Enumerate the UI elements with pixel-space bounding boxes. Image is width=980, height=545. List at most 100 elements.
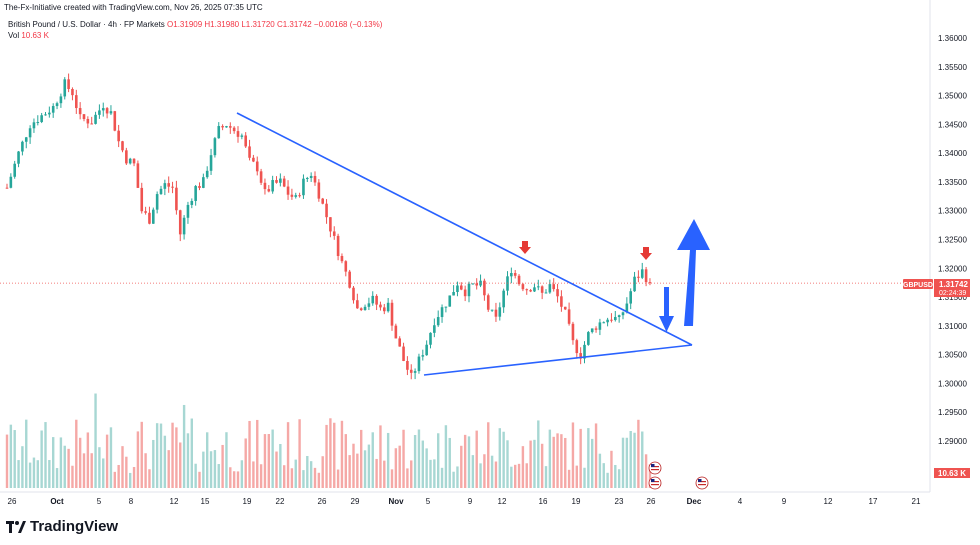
candle-body bbox=[75, 95, 78, 109]
candle-body bbox=[163, 183, 167, 189]
volume-bar bbox=[460, 445, 463, 488]
blue-arrow-down bbox=[659, 287, 674, 332]
volume-bar bbox=[514, 464, 517, 488]
candle-body bbox=[67, 79, 70, 90]
candle-body bbox=[302, 178, 305, 196]
candle-body bbox=[359, 308, 363, 311]
tradingview-logo[interactable]: TradingView bbox=[6, 518, 118, 535]
volume-bar bbox=[55, 468, 59, 488]
volume-bar bbox=[325, 424, 328, 488]
candle-body bbox=[59, 96, 63, 104]
volume-bar bbox=[336, 469, 340, 488]
volume-bar bbox=[271, 429, 274, 488]
price-tick-label: 1.33500 bbox=[938, 178, 967, 187]
price-tick-label: 1.30500 bbox=[938, 351, 967, 360]
volume-bar bbox=[379, 425, 382, 488]
event-flag-icon bbox=[648, 461, 662, 475]
volume-bar bbox=[483, 454, 486, 488]
candle-body bbox=[625, 303, 629, 313]
candle-body bbox=[571, 323, 575, 341]
candles bbox=[5, 73, 652, 380]
volume-bar bbox=[109, 427, 113, 488]
volume-bar bbox=[444, 425, 448, 488]
price-tick-label: 1.34500 bbox=[938, 120, 967, 129]
volume-bar bbox=[163, 435, 167, 488]
volume-bar bbox=[579, 428, 582, 488]
candle-body bbox=[436, 317, 440, 326]
candle-body bbox=[132, 158, 136, 164]
candle-body bbox=[32, 122, 36, 129]
volume-bar bbox=[633, 432, 636, 488]
volume-bar bbox=[48, 460, 51, 488]
candle-body bbox=[579, 353, 582, 359]
volume-bar bbox=[494, 461, 498, 488]
time-tick-label: 19 bbox=[243, 497, 252, 506]
candle-body bbox=[202, 177, 205, 188]
candle-body bbox=[36, 122, 40, 124]
candle-body bbox=[340, 255, 344, 262]
volume-bar bbox=[560, 434, 563, 488]
candle-body bbox=[537, 286, 540, 288]
tradingview-icon bbox=[6, 520, 26, 533]
volume-bar bbox=[333, 422, 336, 488]
volume-bar bbox=[648, 464, 652, 488]
candle-body bbox=[594, 328, 598, 330]
volume-bar bbox=[498, 428, 501, 488]
volume-bar bbox=[17, 460, 20, 488]
price-tick-label: 1.31500 bbox=[938, 293, 967, 302]
volume-bar bbox=[198, 471, 201, 488]
candle-body bbox=[460, 285, 463, 290]
volume-bar bbox=[225, 432, 228, 488]
volume-bar bbox=[344, 434, 347, 488]
volume-bar bbox=[144, 453, 147, 488]
volume-bar bbox=[171, 422, 174, 488]
volume-bar bbox=[32, 457, 36, 488]
volume-bar bbox=[537, 420, 540, 488]
candle-body bbox=[182, 217, 186, 235]
candle-body bbox=[175, 187, 178, 211]
time-tick-label: 9 bbox=[468, 497, 473, 506]
candle-body bbox=[402, 346, 405, 361]
candle-body bbox=[44, 114, 47, 116]
descending-trendline bbox=[236, 112, 693, 346]
flag-stripe bbox=[698, 481, 706, 483]
volume-bar bbox=[94, 393, 97, 488]
time-tick-label: 17 bbox=[869, 497, 878, 506]
volume-bar bbox=[510, 466, 513, 488]
volume-tag-bg bbox=[934, 468, 970, 478]
time-tick-label: 26 bbox=[647, 497, 656, 506]
time-tick-label: Dec bbox=[687, 497, 702, 506]
candle-body bbox=[348, 271, 351, 288]
volume-bars bbox=[5, 393, 652, 488]
candle-body bbox=[205, 170, 209, 178]
volume-bar bbox=[275, 451, 278, 488]
candle-body bbox=[521, 284, 525, 290]
volume-bar bbox=[602, 463, 605, 488]
time-tick-label: 16 bbox=[539, 497, 548, 506]
candle-body bbox=[325, 203, 328, 218]
price-tick-label: 1.36000 bbox=[938, 34, 967, 43]
volume-bar bbox=[179, 442, 182, 488]
price-tick-label: 1.32000 bbox=[938, 264, 967, 273]
volume-bar bbox=[598, 453, 602, 488]
candle-body bbox=[548, 284, 552, 293]
candle-body bbox=[271, 180, 274, 192]
candle-body bbox=[467, 283, 471, 297]
volume-bar bbox=[383, 460, 386, 488]
volume-bar bbox=[117, 464, 120, 488]
volume-bar bbox=[294, 459, 297, 488]
flag-canton bbox=[651, 479, 655, 482]
candle-body bbox=[209, 155, 213, 171]
volume-bar bbox=[206, 432, 209, 488]
ascending-trendline bbox=[423, 344, 693, 376]
price-tick-label: 1.30000 bbox=[938, 379, 967, 388]
symbol-tag: GBPUSD bbox=[903, 282, 933, 289]
volume-bar bbox=[410, 460, 413, 488]
volume-bar bbox=[321, 456, 324, 488]
volume-bar bbox=[202, 451, 205, 488]
volume-bar bbox=[398, 445, 401, 488]
volume-bar bbox=[402, 429, 405, 488]
candle-body bbox=[290, 194, 294, 197]
volume-label: Vol bbox=[8, 31, 20, 40]
